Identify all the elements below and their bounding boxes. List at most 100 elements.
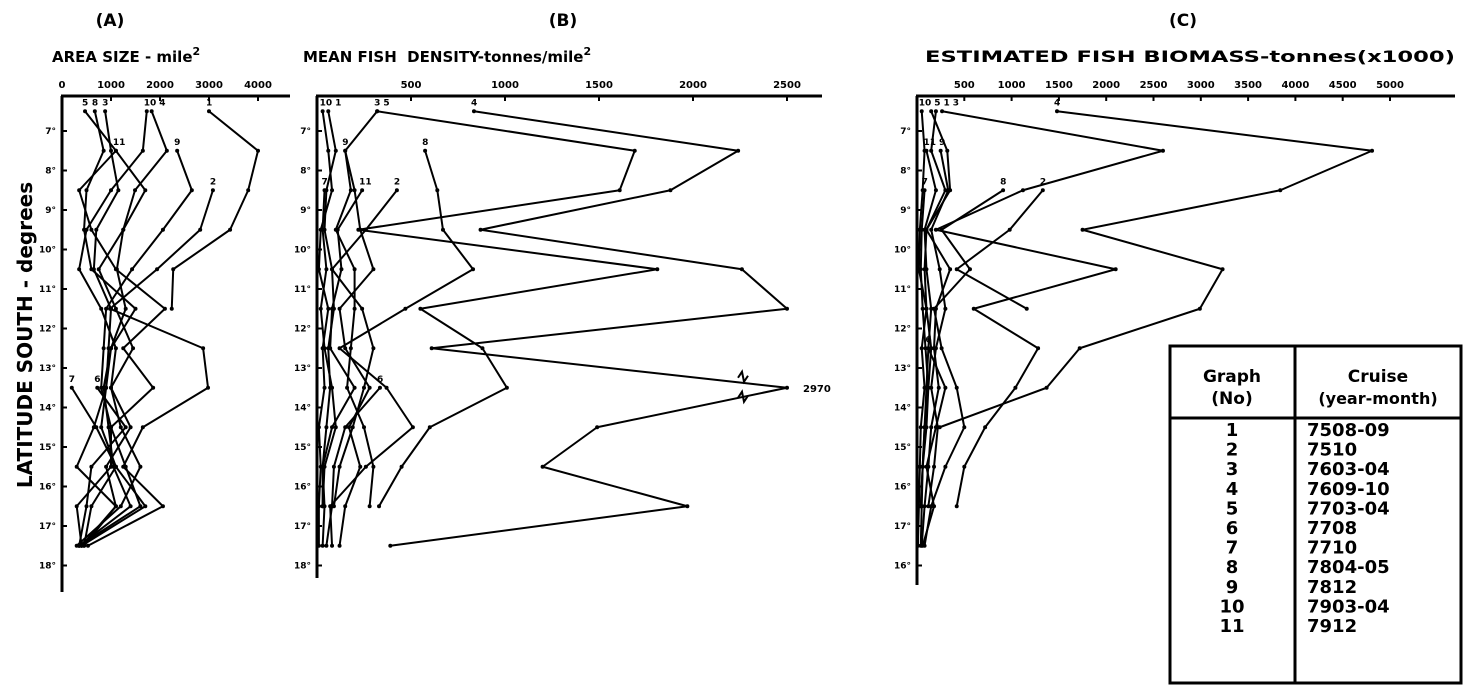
- legend-cruise-code: 7508-09: [1307, 420, 1390, 441]
- data-point: [140, 148, 145, 153]
- legend-graph-number: 6: [1226, 518, 1239, 539]
- legend-graph-number: 1: [1226, 420, 1239, 441]
- axis-break-mark: [737, 369, 749, 385]
- data-point: [99, 425, 104, 430]
- data-point: [410, 425, 415, 430]
- data-point: [480, 346, 485, 351]
- data-point: [932, 464, 937, 469]
- data-point: [360, 306, 365, 311]
- data-point: [339, 267, 344, 272]
- data-point: [943, 188, 948, 193]
- legend-graph-number: 7: [1226, 538, 1239, 559]
- y-tick-label: 16°: [894, 483, 911, 493]
- series-line: [934, 110, 1164, 507]
- series-label: 2: [1040, 177, 1046, 187]
- data-point: [318, 306, 323, 311]
- data-point: [94, 227, 99, 232]
- data-point: [101, 148, 106, 153]
- data-point: [352, 267, 357, 272]
- data-point: [924, 148, 929, 153]
- series-8: 8: [922, 177, 1006, 548]
- series-8: 8: [328, 138, 476, 548]
- data-point: [337, 543, 342, 548]
- data-point: [103, 109, 108, 114]
- data-point: [375, 109, 380, 114]
- data-point: [1080, 227, 1085, 232]
- data-point: [940, 109, 945, 114]
- y-tick-label: 16°: [39, 483, 56, 493]
- data-point: [377, 504, 382, 509]
- data-point: [943, 306, 948, 311]
- data-point: [155, 267, 160, 272]
- data-point: [1160, 148, 1165, 153]
- data-point: [785, 385, 789, 390]
- series-label: 4: [159, 98, 165, 108]
- y-tick-label: 15°: [39, 443, 56, 453]
- data-point: [133, 306, 138, 311]
- data-point: [471, 109, 476, 114]
- series-label: 1: [335, 98, 341, 108]
- data-point: [228, 227, 233, 232]
- data-point: [924, 306, 929, 311]
- x-tick-label: 1000: [491, 80, 519, 91]
- legend-graph-number: 2: [1226, 440, 1239, 461]
- legend-cruise-code: 7912: [1307, 616, 1357, 637]
- data-point: [929, 306, 934, 311]
- data-point: [924, 267, 929, 272]
- data-point: [967, 267, 972, 272]
- data-point: [109, 148, 113, 153]
- legend-header-cruise: Cruise: [1348, 367, 1408, 387]
- legend-graph-number: 3: [1226, 459, 1239, 480]
- data-point: [160, 504, 165, 509]
- data-point: [322, 188, 327, 193]
- data-point: [924, 464, 929, 469]
- series-line: [338, 110, 378, 546]
- y-tick-label: 18°: [39, 562, 56, 572]
- data-point: [923, 346, 928, 351]
- data-point: [962, 464, 967, 469]
- series-4: 4: [937, 98, 1375, 430]
- series-line: [317, 111, 334, 546]
- series-line: [87, 189, 214, 547]
- series-label: 9: [342, 138, 348, 148]
- legend-cruise-code: 7708: [1307, 518, 1357, 539]
- series-9: 9: [926, 138, 951, 509]
- series-label: 7: [922, 177, 928, 187]
- data-point: [92, 109, 97, 114]
- series-label: 8: [422, 138, 428, 148]
- data-point: [954, 267, 959, 272]
- y-axis-label: LATITUDE SOUTH - degrees: [13, 182, 37, 488]
- data-point: [919, 109, 924, 114]
- series-label: 5: [82, 98, 88, 108]
- series-label: 1: [944, 98, 950, 108]
- data-point: [418, 306, 423, 311]
- data-point: [104, 464, 109, 469]
- legend-cruise-code: 7710: [1307, 538, 1357, 559]
- legend-graph-number: 11: [1219, 616, 1244, 637]
- series-10: 10: [915, 98, 931, 548]
- data-point: [85, 543, 90, 548]
- data-point: [948, 267, 953, 272]
- data-point: [326, 109, 331, 114]
- panel-b-title-sup: 2: [583, 45, 591, 58]
- legend-header-graph-sub: (No): [1211, 389, 1252, 409]
- series-line: [955, 189, 1044, 310]
- y-tick-label: 9°: [300, 206, 311, 216]
- y-tick-label: 15°: [294, 443, 311, 453]
- data-point: [116, 188, 121, 193]
- data-point: [326, 306, 331, 311]
- data-point: [504, 385, 509, 390]
- data-point: [118, 504, 123, 509]
- y-tick-label: 14°: [294, 404, 311, 414]
- data-point: [74, 464, 79, 469]
- data-point: [929, 227, 934, 232]
- data-point: [128, 504, 133, 509]
- data-point: [328, 346, 333, 351]
- data-point: [121, 346, 126, 351]
- data-point: [918, 425, 923, 430]
- x-tick-label: 2000: [146, 80, 174, 91]
- series-label: 6: [94, 375, 100, 385]
- y-tick-label: 7°: [45, 127, 56, 137]
- data-point: [1024, 306, 1029, 311]
- series-10: 10: [77, 98, 156, 548]
